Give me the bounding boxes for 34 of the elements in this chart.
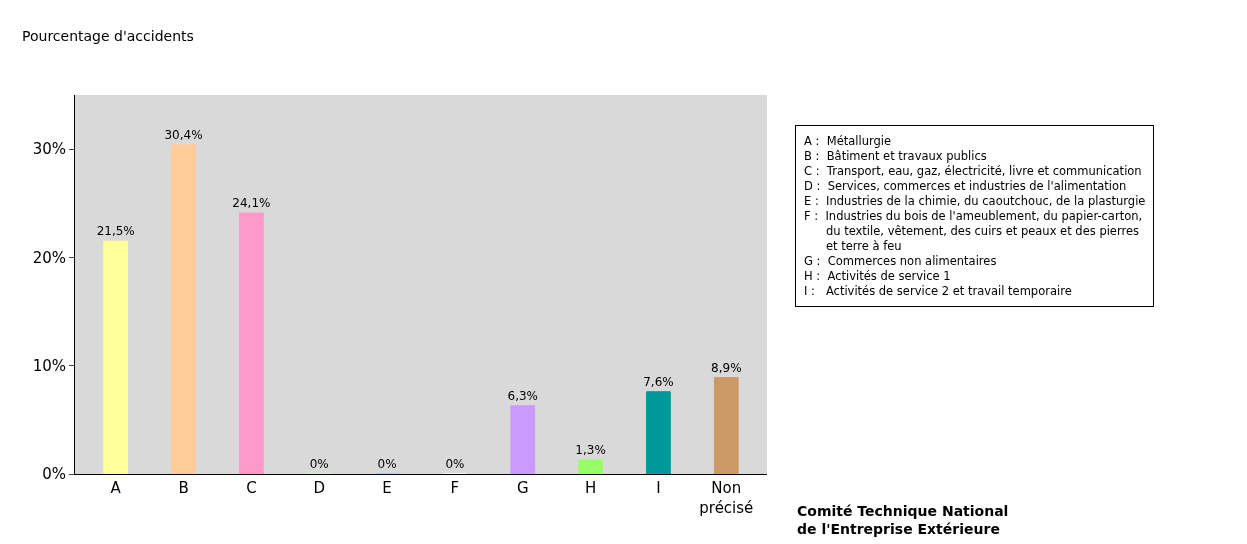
bar	[171, 144, 196, 474]
bar	[239, 212, 264, 474]
data-label: 0%	[445, 457, 465, 471]
x-tick-label: C	[246, 479, 257, 497]
text: Comité Technique National de l'Entreprise Extérieure	[797, 503, 1009, 538]
data-label: 7,6%	[643, 374, 674, 389]
y-tick-label: 30%	[32, 140, 66, 159]
x-tick-label: E	[382, 479, 392, 497]
x-tick-label: G	[516, 479, 529, 497]
bar	[646, 391, 671, 474]
data-label: 0%	[309, 457, 329, 471]
data-label: 24,1%	[232, 196, 271, 211]
x-tick-label: F	[450, 479, 460, 497]
x-tick-label: I	[656, 479, 661, 497]
data-label: 1,3%	[575, 442, 606, 457]
data-label: 6,3%	[507, 388, 539, 403]
y-axis-title: Pourcentage d'accidents	[22, 28, 194, 44]
data-label: 0%	[377, 457, 397, 471]
data-label: 30,4%	[164, 127, 203, 142]
x-tick-label: D	[313, 479, 326, 497]
x-tick-label: B	[178, 479, 189, 497]
data-label: 21,5%	[96, 224, 135, 239]
x-tick-label: H	[584, 479, 597, 497]
bar	[578, 459, 603, 474]
bar	[103, 240, 129, 474]
data-label: 8,9%	[711, 360, 742, 375]
text: A : Métallurgie B : Bâtiment et travaux publics C : Transport, eau, gaz, électricité, livre et communication D : Services, commerces et industries de l'alimentation E : Industries de la chimie, du caoutchouc, de la plasturgie F : Industries du bois de l'ameublement, du papier-carton, du textile, vêtement, des cuirs et peaux et des pierres et terre à feu G : Commerces non alimentaires H : Activités de service 1 I : Activités de service 2 et travail temporaire	[804, 134, 1146, 298]
y-tick-label: 20%	[32, 248, 66, 267]
x-tick-label: A	[110, 479, 122, 497]
x-tick-label: Non précisé	[699, 479, 754, 517]
y-tick-label: 0%	[42, 465, 66, 484]
bar	[713, 377, 739, 474]
bar	[510, 405, 536, 474]
y-tick-label: 10%	[32, 356, 66, 375]
